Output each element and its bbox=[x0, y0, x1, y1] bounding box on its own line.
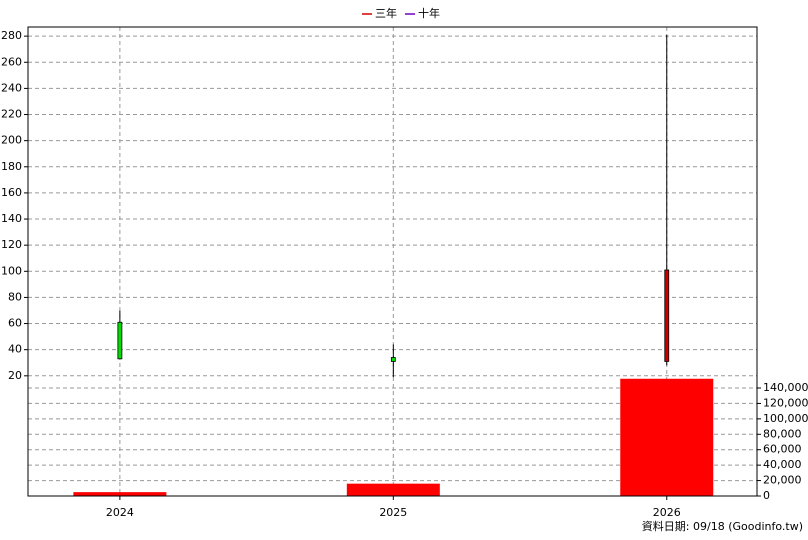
y-tick-label: 240 bbox=[1, 81, 22, 94]
volume-bar bbox=[620, 378, 714, 496]
y2-tick-label: 0 bbox=[763, 489, 770, 502]
volume-bar bbox=[346, 483, 440, 496]
x-tick-label: 2025 bbox=[379, 506, 407, 519]
y-tick-label: 140 bbox=[1, 212, 22, 225]
y2-tick-label: 140,000 bbox=[763, 381, 808, 394]
y-tick-label: 180 bbox=[1, 160, 22, 173]
y2-tick-label: 20,000 bbox=[763, 474, 802, 487]
legend-label: 三年 bbox=[375, 6, 397, 20]
y-tick-label: 220 bbox=[1, 108, 22, 121]
y-tick-label: 80 bbox=[8, 290, 22, 303]
x-tick-label: 2026 bbox=[653, 506, 681, 519]
y-tick-label: 160 bbox=[1, 186, 22, 199]
y2-tick-label: 40,000 bbox=[763, 458, 802, 471]
y-tick-label: 120 bbox=[1, 238, 22, 251]
candle-body bbox=[117, 321, 123, 360]
x-tick-label: 2024 bbox=[106, 506, 134, 519]
candle-body bbox=[390, 357, 396, 362]
y-tick-label: 280 bbox=[1, 29, 22, 42]
y2-tick-label: 80,000 bbox=[763, 427, 802, 440]
plot-frame bbox=[27, 26, 758, 497]
y2-tick-label: 100,000 bbox=[763, 412, 808, 425]
candle-body bbox=[664, 269, 670, 362]
y2-tick-label: 60,000 bbox=[763, 443, 802, 456]
y-tick-label: 60 bbox=[8, 317, 22, 330]
y-tick-label: 20 bbox=[8, 369, 22, 382]
y-tick-label: 100 bbox=[1, 264, 22, 277]
y2-tick-label: 120,000 bbox=[763, 396, 808, 409]
legend-label: 十年 bbox=[418, 6, 440, 20]
footnote: 資料日期: 09/18 (Goodinfo.tw) bbox=[642, 519, 803, 533]
y-tick-label: 40 bbox=[8, 343, 22, 356]
volume-bar bbox=[73, 492, 167, 496]
y-tick-label: 260 bbox=[1, 55, 22, 68]
y-tick-label: 200 bbox=[1, 134, 22, 147]
